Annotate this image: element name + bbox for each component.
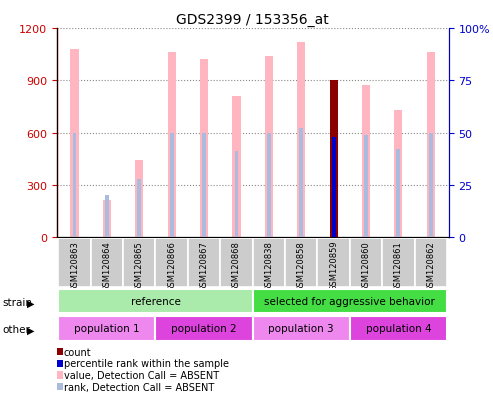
Text: GSM120838: GSM120838 — [264, 240, 273, 291]
Text: GSM120867: GSM120867 — [200, 240, 209, 291]
Bar — [91, 238, 123, 287]
Bar — [330, 81, 338, 237]
Bar — [220, 238, 252, 287]
Text: GSM120864: GSM120864 — [103, 240, 111, 291]
Bar — [427, 53, 435, 237]
Text: other: other — [2, 325, 31, 335]
Text: GSM120863: GSM120863 — [70, 240, 79, 291]
Bar — [252, 316, 350, 341]
Bar — [170, 133, 174, 237]
Bar — [105, 196, 109, 237]
Bar — [332, 138, 336, 237]
Text: percentile rank within the sample: percentile rank within the sample — [64, 358, 229, 368]
Bar — [267, 133, 271, 237]
Text: GSM120868: GSM120868 — [232, 240, 241, 291]
Bar — [58, 316, 155, 341]
Text: GSM120858: GSM120858 — [297, 240, 306, 291]
Bar — [70, 50, 78, 237]
Text: ▶: ▶ — [27, 298, 35, 308]
Bar — [252, 289, 447, 313]
Bar — [232, 97, 241, 237]
Bar — [265, 57, 273, 237]
Bar — [429, 133, 433, 237]
Bar — [415, 238, 447, 287]
Bar — [138, 179, 141, 237]
Bar — [350, 238, 382, 287]
Bar — [135, 161, 143, 237]
Text: GSM120861: GSM120861 — [394, 240, 403, 291]
Bar — [299, 129, 303, 237]
Text: population 4: population 4 — [366, 323, 431, 334]
Bar — [202, 133, 206, 237]
Bar — [317, 238, 350, 287]
Bar — [350, 316, 447, 341]
Bar — [394, 111, 402, 237]
Bar — [252, 238, 285, 287]
Text: GSM120865: GSM120865 — [135, 240, 144, 291]
Bar — [297, 43, 305, 237]
Bar — [188, 238, 220, 287]
Bar — [200, 60, 208, 237]
Title: GDS2399 / 153356_at: GDS2399 / 153356_at — [176, 12, 329, 26]
Bar — [285, 238, 317, 287]
Bar — [155, 238, 188, 287]
Bar — [396, 150, 400, 237]
Text: GSM120860: GSM120860 — [361, 240, 371, 291]
Text: GSM120862: GSM120862 — [426, 240, 435, 291]
Bar — [168, 53, 176, 237]
Text: population 2: population 2 — [171, 323, 237, 334]
Text: value, Detection Call = ABSENT: value, Detection Call = ABSENT — [64, 370, 219, 380]
Text: strain: strain — [2, 298, 33, 308]
Bar — [58, 289, 252, 313]
Text: reference: reference — [131, 296, 180, 306]
Bar — [362, 86, 370, 237]
Text: population 1: population 1 — [74, 323, 140, 334]
Bar — [123, 238, 155, 287]
Bar — [72, 133, 76, 237]
Bar — [235, 152, 239, 237]
Bar — [155, 316, 252, 341]
Bar — [364, 135, 368, 237]
Text: selected for aggressive behavior: selected for aggressive behavior — [264, 296, 435, 306]
Text: GSM120859: GSM120859 — [329, 240, 338, 291]
Text: rank, Detection Call = ABSENT: rank, Detection Call = ABSENT — [64, 382, 214, 392]
Text: ▶: ▶ — [27, 325, 35, 335]
Text: population 3: population 3 — [268, 323, 334, 334]
Text: GSM120866: GSM120866 — [167, 240, 176, 291]
Bar — [58, 238, 91, 287]
Text: count: count — [64, 347, 91, 357]
Bar — [382, 238, 415, 287]
Bar — [103, 200, 111, 237]
